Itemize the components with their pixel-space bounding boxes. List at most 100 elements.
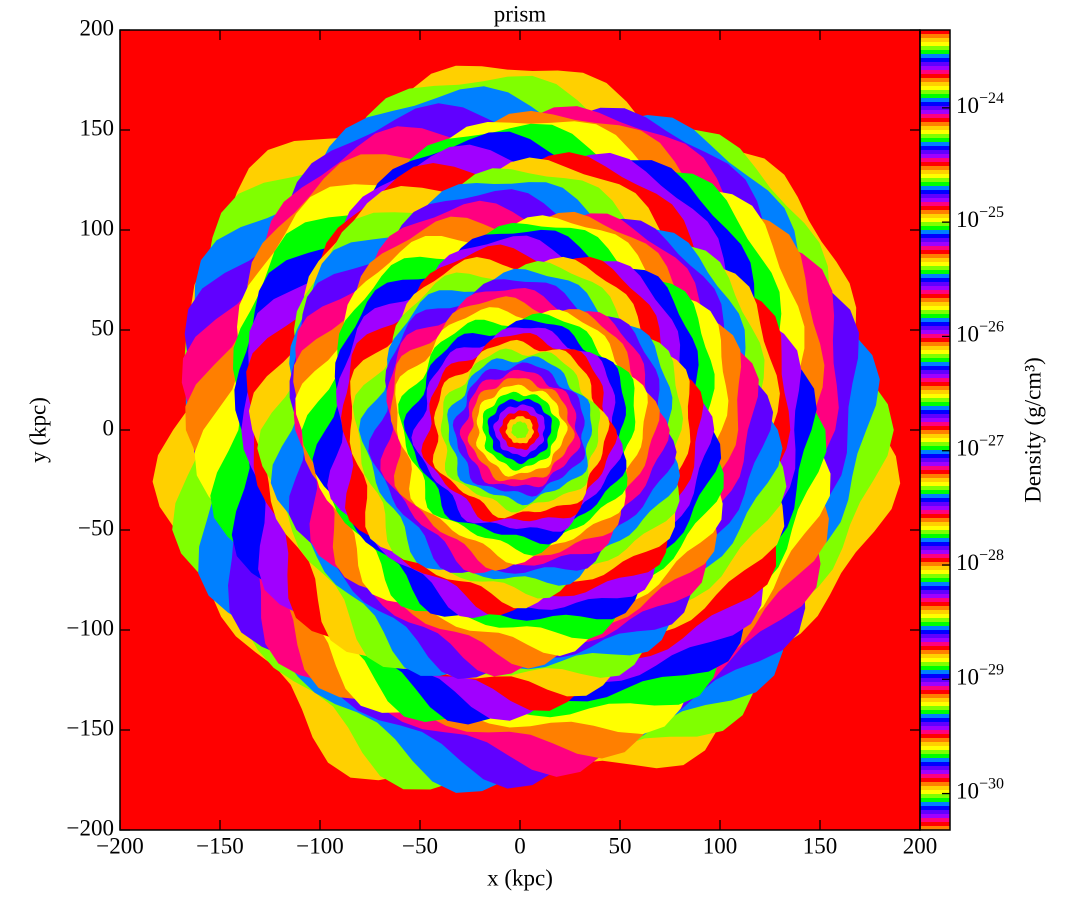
x-tick-label: 50 [609, 833, 632, 858]
colorbar-swatch [920, 210, 950, 215]
colorbar-swatch [920, 634, 950, 639]
colorbar-swatch [920, 214, 950, 219]
colorbar-swatch [920, 670, 950, 675]
colorbar-tick-label: 10−25 [956, 204, 1004, 233]
colorbar-swatch [920, 246, 950, 251]
colorbar-swatch [920, 734, 950, 739]
colorbar-swatch [920, 418, 950, 423]
colorbar-swatch [920, 86, 950, 91]
colorbar-swatch [920, 258, 950, 263]
colorbar-swatch [920, 626, 950, 631]
colorbar-tick-label: 10−26 [956, 318, 1004, 347]
colorbar-swatch [920, 538, 950, 543]
colorbar-swatch [920, 770, 950, 775]
colorbar-swatch [920, 474, 950, 479]
colorbar-swatch [920, 522, 950, 527]
colorbar-swatch [920, 250, 950, 255]
colorbar-swatch [920, 470, 950, 475]
colorbar-swatch [920, 822, 950, 827]
x-tick-label: 150 [803, 833, 838, 858]
colorbar-swatch [920, 194, 950, 199]
colorbar-swatch [920, 346, 950, 351]
x-tick-label: 100 [703, 833, 738, 858]
colorbar-swatch [920, 510, 950, 515]
colorbar-swatch [920, 578, 950, 583]
y-tick-label: 0 [103, 415, 115, 440]
colorbar-swatch [920, 354, 950, 359]
colorbar-swatch [920, 706, 950, 711]
colorbar-swatch [920, 814, 950, 819]
colorbar-swatch [920, 370, 950, 375]
colorbar-swatch [920, 826, 950, 831]
colorbar-swatch [920, 514, 950, 519]
colorbar-swatch [920, 134, 950, 139]
colorbar-swatch [920, 50, 950, 55]
colorbar-swatch [920, 70, 950, 75]
colorbar-swatch [920, 150, 950, 155]
colorbar-swatch [920, 738, 950, 743]
colorbar-swatch [920, 54, 950, 59]
colorbar-swatch [920, 722, 950, 727]
colorbar-swatch [920, 162, 950, 167]
colorbar-swatch [920, 294, 950, 299]
colorbar-swatch [920, 746, 950, 751]
colorbar-swatch [920, 802, 950, 807]
colorbar-swatch [920, 526, 950, 531]
colorbar-label: Density (g/cm³) [1020, 357, 1045, 503]
colorbar-swatch [920, 130, 950, 135]
colorbar-swatch [920, 718, 950, 723]
colorbar-swatch [920, 690, 950, 695]
colorbar-swatch [920, 782, 950, 787]
colorbar-swatch [920, 230, 950, 235]
colorbar-swatch [920, 442, 950, 447]
colorbar-swatch [920, 598, 950, 603]
colorbar-swatch [920, 342, 950, 347]
colorbar-swatch [920, 190, 950, 195]
colorbar-swatch [920, 158, 950, 163]
colorbar-swatch [920, 262, 950, 267]
colorbar-swatch [920, 38, 950, 43]
colorbar-swatch [920, 778, 950, 783]
colorbar-swatch [920, 658, 950, 663]
colorbar-swatch [920, 382, 950, 387]
colorbar-swatch [920, 186, 950, 191]
colorbar-swatch [920, 182, 950, 187]
colorbar-swatch [920, 314, 950, 319]
colorbar [920, 30, 950, 831]
colorbar-swatch [920, 698, 950, 703]
colorbar-swatch [920, 306, 950, 311]
colorbar-swatch [920, 302, 950, 307]
colorbar-swatch [920, 430, 950, 435]
colorbar-swatch [920, 614, 950, 619]
colorbar-swatch [920, 742, 950, 747]
x-tick-label: −150 [196, 833, 243, 858]
colorbar-swatch [920, 694, 950, 699]
colorbar-swatch [920, 74, 950, 79]
colorbar-swatch [920, 450, 950, 455]
colorbar-swatch [920, 146, 950, 151]
colorbar-swatch [920, 714, 950, 719]
colorbar-swatch [920, 766, 950, 771]
x-axis-label: x (kpc) [487, 865, 553, 890]
colorbar-swatch [920, 42, 950, 47]
colorbar-swatch [920, 570, 950, 575]
colorbar-swatch [920, 114, 950, 119]
colorbar-swatch [920, 286, 950, 291]
colorbar-tick-label: 10−30 [956, 775, 1004, 804]
colorbar-swatch [920, 602, 950, 607]
colorbar-swatch [920, 94, 950, 99]
colorbar-swatch [920, 546, 950, 551]
colorbar-swatch [920, 542, 950, 547]
colorbar-swatch [920, 574, 950, 579]
colorbar-swatch [920, 402, 950, 407]
colorbar-swatch [920, 434, 950, 439]
x-tick-label: −100 [296, 833, 343, 858]
colorbar-swatch [920, 254, 950, 259]
colorbar-swatch [920, 642, 950, 647]
colorbar-swatch [920, 506, 950, 511]
colorbar-swatch [920, 366, 950, 371]
colorbar-swatch [920, 798, 950, 803]
colorbar-swatch [920, 90, 950, 95]
colorbar-swatch [920, 98, 950, 103]
colorbar-swatch [920, 438, 950, 443]
